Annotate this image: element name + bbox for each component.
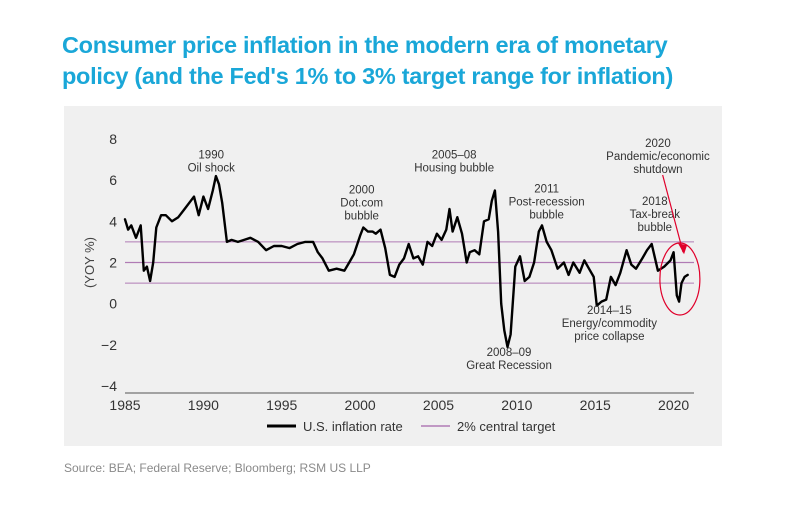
annotation-line: bubble bbox=[344, 211, 379, 223]
x-tick-label: 2015 bbox=[580, 397, 611, 413]
annotation-4: 2020 Pandemic/economic shutdown bbox=[606, 138, 710, 176]
annotation-line: Great Recession bbox=[466, 360, 552, 372]
y-tick-label: 8 bbox=[109, 131, 117, 147]
source-note: Source: BEA; Federal Reserve; Bloomberg;… bbox=[64, 461, 371, 475]
annotation-7: 2014–15 Energy/commodity price collapse bbox=[562, 305, 657, 343]
y-tick-label: 4 bbox=[109, 213, 117, 229]
x-tick-label: 2005 bbox=[423, 397, 454, 413]
annotation-line: 2020 bbox=[645, 138, 671, 150]
chart-title: Consumer price inflation in the modern e… bbox=[62, 30, 762, 92]
y-tick-label: −2 bbox=[101, 337, 117, 353]
y-tick-label: 0 bbox=[109, 296, 117, 312]
pandemic-arrow-head bbox=[678, 243, 688, 255]
chart-title-line-1: Consumer price inflation in the modern e… bbox=[62, 32, 668, 58]
annotation-line: 2000 bbox=[349, 185, 375, 197]
chart-title-line-2: policy (and the Fed's 1% to 3% target ra… bbox=[62, 63, 674, 89]
annotation-line: Post-recession bbox=[509, 197, 585, 209]
annotation-2: 2005–08 Housing bubble bbox=[414, 150, 494, 175]
x-tick-label: 2010 bbox=[501, 397, 532, 413]
annotation-1: 2000 Dot.com bubble bbox=[340, 185, 383, 223]
annotation-6: 2008–09 Great Recession bbox=[466, 347, 552, 372]
x-tick-label: 1985 bbox=[109, 397, 140, 413]
legend-label-target: 2% central target bbox=[457, 419, 556, 434]
annotation-5: 2018 Tax-break bubble bbox=[630, 196, 681, 234]
inflation-line-chart: −4 −2 0 2 4 6 8 1985 1990 1995 2000 2005 2010 2015 202… bbox=[82, 131, 710, 434]
annotation-line: 1990 bbox=[198, 150, 224, 162]
inflation-series-line bbox=[123, 174, 689, 349]
annotation-line: bubble bbox=[529, 210, 564, 222]
y-tick-label: 6 bbox=[109, 172, 117, 188]
y-tick-label: −4 bbox=[101, 378, 117, 394]
annotation-line: Energy/commodity bbox=[562, 318, 657, 330]
annotation-line: 2011 bbox=[534, 184, 559, 196]
annotation-0: 1990 Oil shock bbox=[188, 150, 236, 175]
annotation-line: price collapse bbox=[574, 331, 644, 343]
x-tick-label: 2000 bbox=[345, 397, 376, 413]
y-axis-label: (YOY %) bbox=[82, 237, 97, 288]
annotation-line: Tax-break bbox=[630, 209, 681, 221]
pandemic-arrow-line bbox=[662, 174, 684, 253]
x-tick-label: 1995 bbox=[266, 397, 297, 413]
annotation-line: Housing bubble bbox=[414, 163, 494, 175]
x-tick-label: 1990 bbox=[188, 397, 219, 413]
annotation-line: bubble bbox=[638, 222, 673, 234]
annotation-line: 2008–09 bbox=[487, 347, 532, 359]
annotation-line: Pandemic/economic bbox=[606, 151, 710, 163]
annotation-line: shutdown bbox=[633, 164, 682, 176]
x-tick-label: 2020 bbox=[658, 397, 689, 413]
pandemic-highlight-ellipse bbox=[659, 242, 701, 316]
annotation-line: Oil shock bbox=[188, 163, 236, 175]
annotation-line: 2014–15 bbox=[587, 305, 632, 317]
y-tick-label: 2 bbox=[109, 255, 117, 271]
legend-label-inflation: U.S. inflation rate bbox=[303, 419, 403, 434]
annotation-line: 2018 bbox=[642, 196, 668, 208]
annotation-3: 2011 Post-recession bubble bbox=[509, 184, 585, 222]
annotation-line: 2005–08 bbox=[432, 150, 477, 162]
annotation-line: Dot.com bbox=[340, 198, 383, 210]
